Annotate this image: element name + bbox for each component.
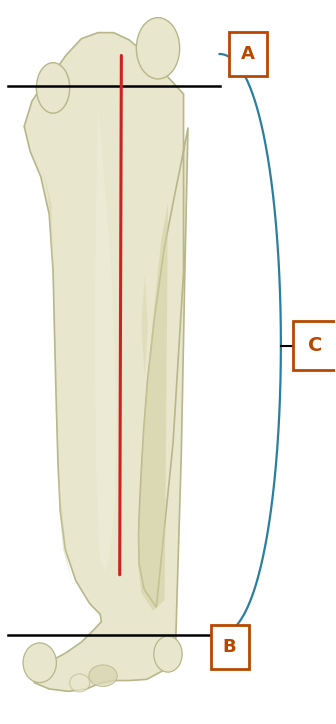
Ellipse shape (23, 643, 56, 683)
Polygon shape (138, 203, 168, 611)
FancyBboxPatch shape (229, 33, 267, 76)
Ellipse shape (89, 665, 117, 686)
Text: A: A (241, 45, 255, 63)
Ellipse shape (136, 17, 180, 79)
Ellipse shape (36, 63, 70, 113)
Polygon shape (24, 33, 188, 691)
Ellipse shape (154, 636, 182, 672)
Text: B: B (223, 638, 237, 656)
Ellipse shape (70, 674, 90, 692)
FancyBboxPatch shape (211, 626, 249, 668)
FancyBboxPatch shape (293, 321, 336, 370)
Polygon shape (43, 171, 73, 586)
Polygon shape (95, 109, 116, 571)
Polygon shape (141, 275, 148, 376)
Text: C: C (308, 336, 322, 355)
